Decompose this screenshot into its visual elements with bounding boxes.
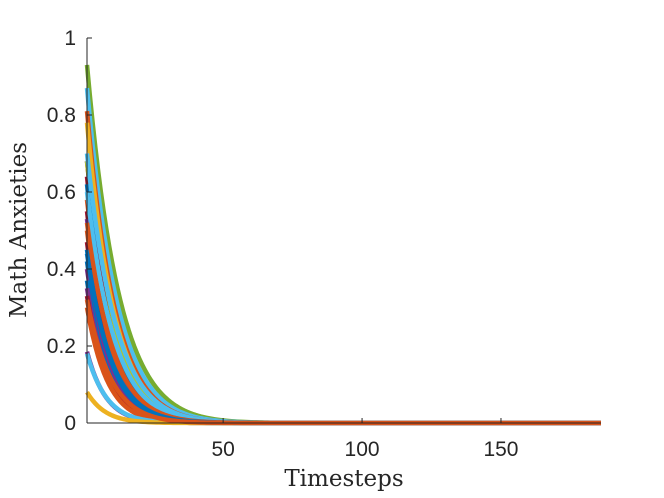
y-tick-label: 0.2 [47, 335, 76, 358]
y-tick-label: 0.4 [47, 258, 77, 281]
y-tick-label: 0.8 [47, 104, 76, 127]
series-line-3 [84, 110, 601, 426]
series-line-8 [84, 184, 601, 426]
x-axis-title: Timesteps [284, 466, 403, 492]
y-axis-title: Math Anxieties [6, 142, 32, 318]
series-line-5 [84, 160, 601, 426]
x-tick-label: 100 [345, 438, 380, 461]
series-line-1 [84, 64, 601, 426]
series-line-25 [84, 191, 601, 426]
x-tick-label: 50 [211, 438, 234, 461]
y-tick-label: 0 [64, 412, 76, 435]
series-line-7 [84, 176, 601, 426]
series-line-6 [84, 160, 601, 426]
series-line-11 [84, 218, 601, 426]
x-tick-label: 150 [483, 438, 518, 461]
series-layer [84, 64, 601, 426]
y-tick-label: 1 [64, 27, 76, 50]
series-line-4 [84, 122, 601, 426]
axes-layer [86, 38, 601, 424]
series-line-24 [84, 153, 601, 426]
series-line-2 [84, 87, 601, 426]
series-line-10 [84, 210, 601, 426]
series-line-9 [84, 199, 601, 426]
series-line-26 [84, 222, 601, 426]
y-tick-label: 0.6 [47, 181, 76, 204]
